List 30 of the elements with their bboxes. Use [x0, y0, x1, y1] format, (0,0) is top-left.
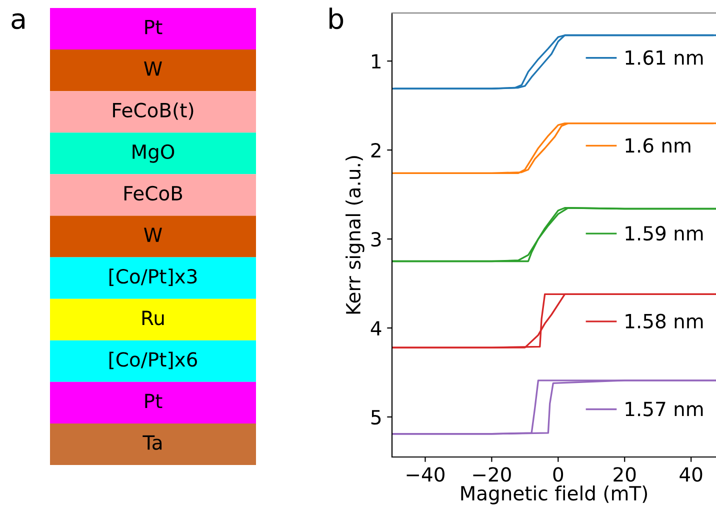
y-tick-label: 1	[372, 54, 380, 68]
legend-label: 1.57 nm	[626, 402, 703, 416]
x-tick-label: 20	[614, 467, 636, 482]
category-label: Pt	[145, 20, 162, 34]
category-label: W	[144, 228, 162, 242]
y-tick-label: 4	[370, 321, 382, 336]
y-tick-label: 5	[371, 410, 381, 425]
legend-label: 1.58 nm	[626, 314, 703, 328]
category-label: MgO	[132, 144, 174, 163]
category-label: Ta	[142, 435, 162, 450]
x-axis-title: Magnetic field (mT)	[461, 486, 647, 504]
y-axis-title: Kerr signal (a.u.)	[346, 156, 364, 314]
legend-label: 1.6 nm	[626, 138, 690, 153]
category-label: Pt	[145, 394, 162, 408]
category-label: W	[144, 62, 162, 76]
chart-title: b	[330, 8, 344, 30]
x-tick-label: 40	[680, 467, 702, 482]
category-label: Ru	[142, 310, 164, 326]
x-tick-label: 0	[553, 467, 564, 482]
legend-label: 1.61 nm	[626, 50, 703, 65]
category-label: FeCoB(t)	[113, 102, 194, 120]
legend-label: 1.59 nm	[626, 226, 703, 241]
y-tick-label: 3	[371, 232, 381, 247]
x-tick-label: −20	[473, 467, 511, 482]
category-label: [Co/Pt]x6	[109, 352, 197, 370]
x-tick-label: −40	[406, 467, 444, 482]
category-label: [Co/Pt]x3	[109, 268, 197, 286]
text: a	[12, 13, 24, 30]
category-label: FeCoB	[124, 186, 182, 201]
y-tick-label: 2	[371, 142, 380, 158]
